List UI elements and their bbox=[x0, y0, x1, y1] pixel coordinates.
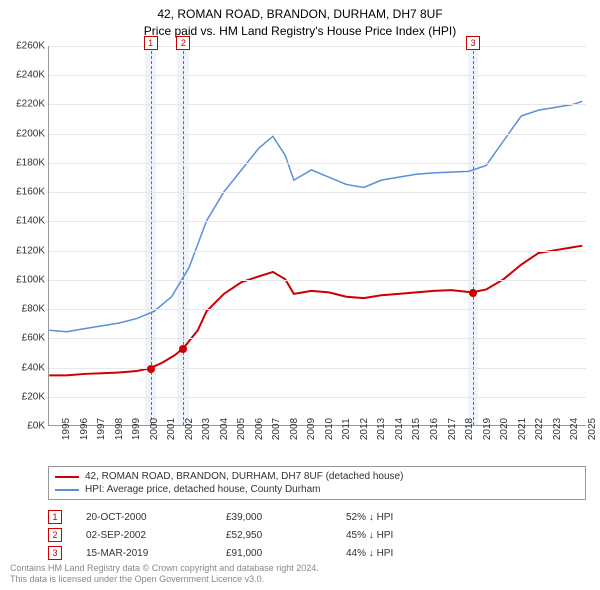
y-tick-label: £260K bbox=[16, 41, 45, 52]
sale-number-box: 1 bbox=[48, 510, 62, 524]
y-tick-label: £160K bbox=[16, 187, 45, 198]
legend-row-property: 42, ROMAN ROAD, BRANDON, DURHAM, DH7 8UF… bbox=[55, 470, 579, 483]
y-tick-label: £100K bbox=[16, 274, 45, 285]
y-tick-label: £120K bbox=[16, 245, 45, 256]
sale-date: 15-MAR-2019 bbox=[86, 548, 226, 559]
chart-container: 42, ROMAN ROAD, BRANDON, DURHAM, DH7 8UF… bbox=[0, 0, 600, 590]
sale-price: £52,950 bbox=[226, 530, 346, 541]
sale-date: 02-SEP-2002 bbox=[86, 530, 226, 541]
sales-row: 3 15-MAR-2019 £91,000 44% ↓ HPI bbox=[48, 544, 586, 562]
y-tick-label: £40K bbox=[22, 362, 45, 373]
y-tick-label: £220K bbox=[16, 99, 45, 110]
sales-row: 1 20-OCT-2000 £39,000 52% ↓ HPI bbox=[48, 508, 586, 526]
series-hpi bbox=[49, 101, 582, 331]
y-tick-label: £20K bbox=[22, 391, 45, 402]
sale-diff: 45% ↓ HPI bbox=[346, 530, 393, 541]
title-block: 42, ROMAN ROAD, BRANDON, DURHAM, DH7 8UF… bbox=[0, 0, 600, 40]
sale-price: £39,000 bbox=[226, 512, 346, 523]
sale-price: £91,000 bbox=[226, 548, 346, 559]
title-line-1: 42, ROMAN ROAD, BRANDON, DURHAM, DH7 8UF bbox=[0, 6, 600, 23]
legend-swatch-hpi bbox=[55, 489, 79, 491]
footer-attribution: Contains HM Land Registry data © Crown c… bbox=[10, 563, 319, 586]
sale-marker-dot bbox=[469, 289, 477, 297]
y-tick-label: £0K bbox=[27, 421, 45, 432]
y-tick-label: £140K bbox=[16, 216, 45, 227]
sale-diff: 44% ↓ HPI bbox=[346, 548, 393, 559]
legend-swatch-property bbox=[55, 476, 79, 478]
footer-line-2: This data is licensed under the Open Gov… bbox=[10, 574, 319, 586]
sale-marker-box: 3 bbox=[466, 36, 480, 50]
legend-box: 42, ROMAN ROAD, BRANDON, DURHAM, DH7 8UF… bbox=[48, 466, 586, 500]
sale-marker-box: 1 bbox=[144, 36, 158, 50]
series-property bbox=[49, 246, 582, 376]
sale-number-box: 2 bbox=[48, 528, 62, 542]
sale-marker-dot bbox=[179, 345, 187, 353]
sale-number-box: 3 bbox=[48, 546, 62, 560]
legend-label-hpi: HPI: Average price, detached house, Coun… bbox=[85, 484, 321, 495]
legend-label-property: 42, ROMAN ROAD, BRANDON, DURHAM, DH7 8UF… bbox=[85, 471, 403, 482]
sale-marker-dot bbox=[147, 365, 155, 373]
sale-diff: 52% ↓ HPI bbox=[346, 512, 393, 523]
y-tick-label: £240K bbox=[16, 70, 45, 81]
sale-marker-box: 2 bbox=[176, 36, 190, 50]
y-tick-label: £60K bbox=[22, 333, 45, 344]
chart-plot-area: £0K£20K£40K£60K£80K£100K£120K£140K£160K£… bbox=[48, 46, 586, 426]
title-line-2: Price paid vs. HM Land Registry's House … bbox=[0, 23, 600, 40]
x-tick-label: 2025 bbox=[575, 418, 598, 440]
sale-date: 20-OCT-2000 bbox=[86, 512, 226, 523]
y-tick-label: £200K bbox=[16, 128, 45, 139]
y-tick-label: £80K bbox=[22, 304, 45, 315]
legend-row-hpi: HPI: Average price, detached house, Coun… bbox=[55, 483, 579, 496]
sales-row: 2 02-SEP-2002 £52,950 45% ↓ HPI bbox=[48, 526, 586, 544]
sales-table: 1 20-OCT-2000 £39,000 52% ↓ HPI 2 02-SEP… bbox=[48, 508, 586, 562]
footer-line-1: Contains HM Land Registry data © Crown c… bbox=[10, 563, 319, 575]
y-tick-label: £180K bbox=[16, 157, 45, 168]
